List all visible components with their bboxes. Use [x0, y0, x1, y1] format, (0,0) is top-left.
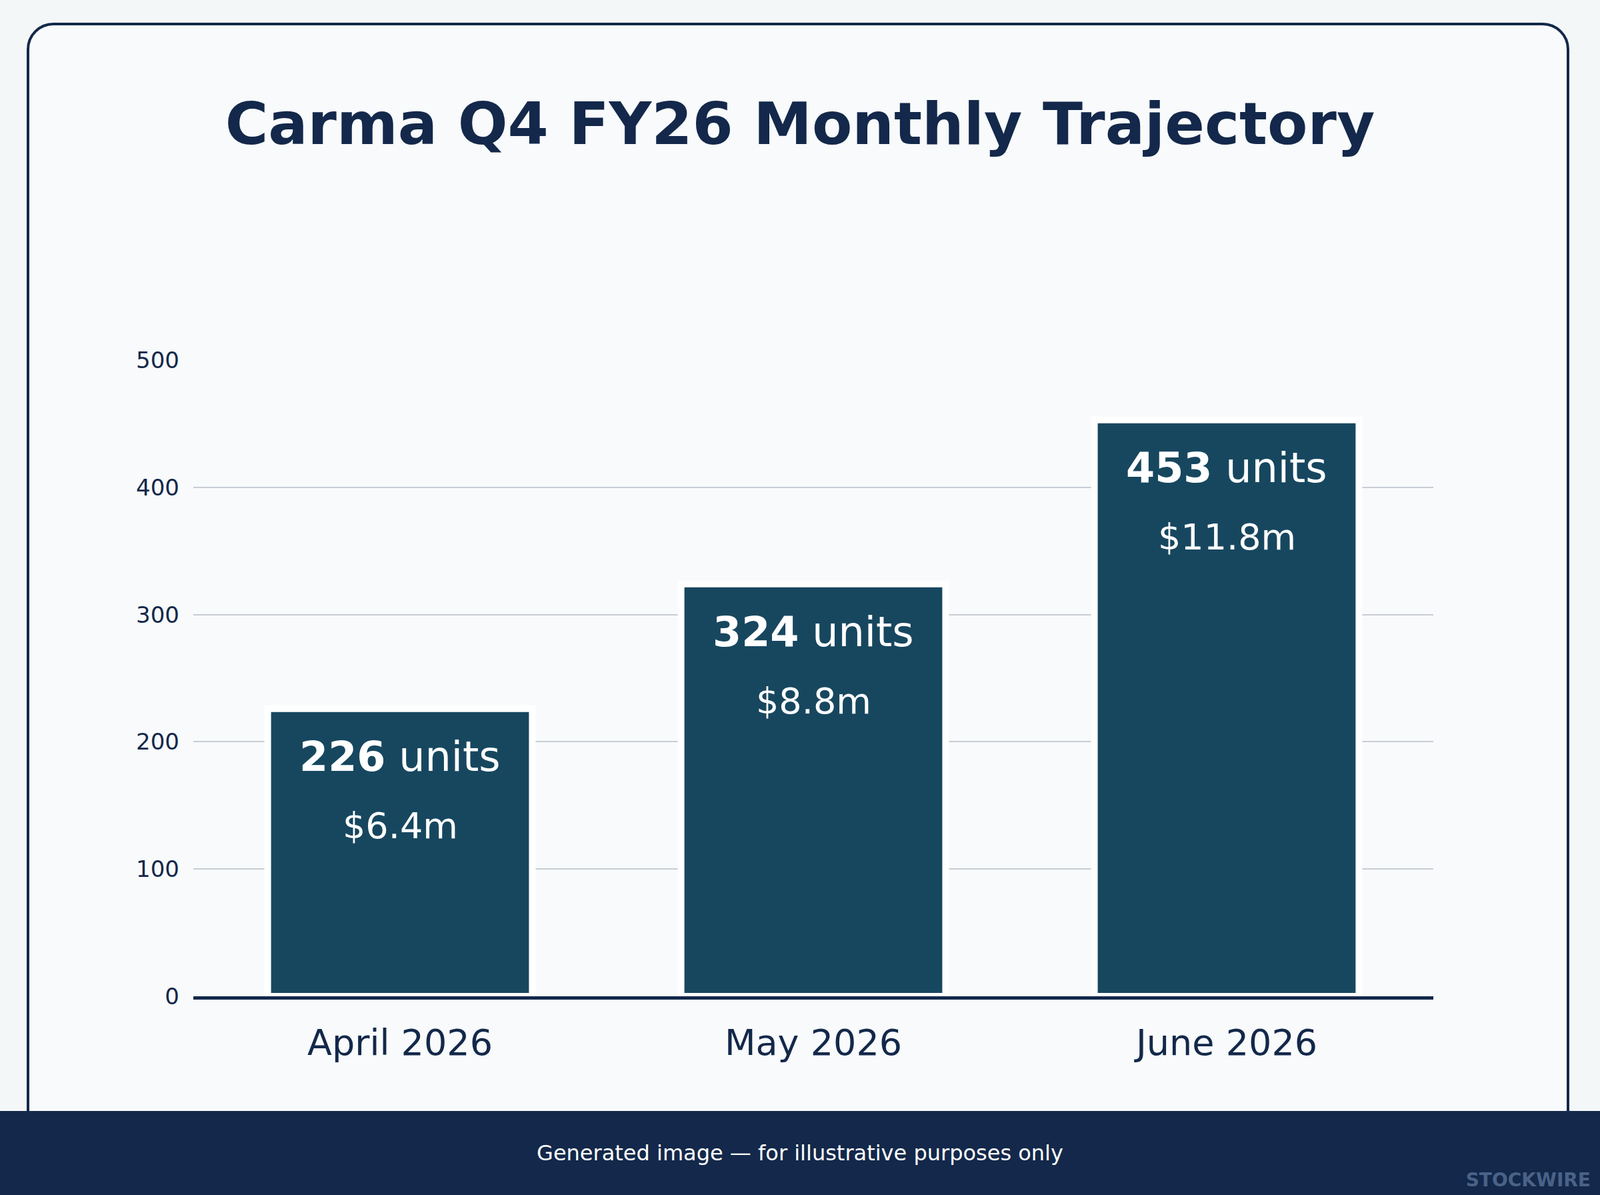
svg-text:April 2026: April 2026 [307, 1021, 493, 1064]
svg-text:$6.4m: $6.4m [342, 804, 458, 847]
svg-text:May 2026: May 2026 [724, 1021, 902, 1064]
svg-text:324 units: 324 units [712, 607, 914, 656]
svg-text:100: 100 [136, 855, 180, 882]
svg-text:$8.8m: $8.8m [756, 680, 872, 722]
svg-text:0: 0 [164, 982, 180, 1010]
svg-text:300: 300 [136, 601, 180, 628]
svg-text:400: 400 [136, 474, 180, 501]
svg-text:453 units: 453 units [1126, 443, 1328, 492]
svg-text:500: 500 [136, 346, 180, 374]
html-text:Generated image — for illustra: Generated image — for illustrative purpo… [536, 1140, 1064, 1166]
svg-text:$11.8m: $11.8m [1158, 516, 1296, 558]
svg-text:226 units: 226 units [299, 732, 501, 781]
svg-text:200: 200 [136, 728, 180, 755]
html-text:STOCKWIRE: STOCKWIRE [1465, 1168, 1591, 1191]
svg-text:June 2026: June 2026 [1134, 1021, 1318, 1064]
svg-text:Carma Q4 FY26 Monthly Trajecto: Carma Q4 FY26 Monthly Trajectory [225, 89, 1376, 158]
